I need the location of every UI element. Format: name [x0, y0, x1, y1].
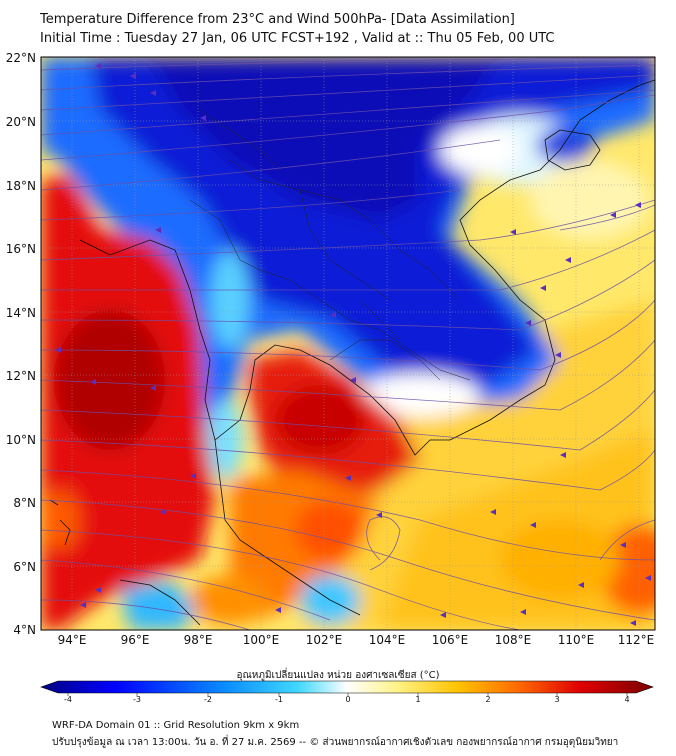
colorbar-tick: 1: [415, 695, 421, 704]
lon-label: 102°E: [305, 633, 343, 647]
map-frame: [40, 56, 656, 631]
colorbar-tick: 3: [554, 695, 560, 704]
colorbar-tick: 0: [345, 695, 351, 704]
lat-label: 20°N: [5, 115, 36, 129]
lat-label: 8°N: [13, 496, 36, 510]
lon-label: 106°E: [431, 633, 469, 647]
colorbar-tick: -4: [64, 695, 72, 704]
footer-credits: ปรับปรุงข้อมูล ณ เวลา 13:00น. วัน อ. ที่…: [52, 737, 619, 748]
colorbar-title: อุณหภูมิเปลี่ยนแปลง หน่วย องศาเซลเซียส (…: [236, 670, 440, 681]
lat-label: 16°N: [5, 242, 36, 256]
lat-lon-grid: [41, 57, 655, 630]
wind-arrows: [55, 63, 651, 626]
colorbar-tick: -2: [204, 695, 212, 704]
lat-label: 22°N: [5, 51, 36, 65]
wind-streamlines: [41, 57, 655, 630]
country-borders: [189, 109, 471, 381]
lon-label: 98°E: [183, 633, 213, 647]
colorbar: [40, 680, 654, 696]
map-subtitle: Initial Time : Tuesday 27 Jan, 06 UTC FC…: [40, 31, 555, 46]
map-title: Temperature Difference from 23°C and Win…: [40, 12, 515, 27]
temperature-field: [41, 57, 655, 630]
colorbar-tick: -3: [133, 695, 141, 704]
lon-label: 112°E: [617, 633, 655, 647]
lat-label: 6°N: [13, 560, 36, 574]
lon-label: 108°E: [494, 633, 532, 647]
lon-label: 104°E: [368, 633, 406, 647]
lon-label: 100°E: [242, 633, 280, 647]
lon-label: 110°E: [557, 633, 595, 647]
lon-label: 94°E: [57, 633, 87, 647]
lat-label: 12°N: [5, 369, 36, 383]
lat-label: 10°N: [5, 433, 36, 447]
footer-model-info: WRF-DA Domain 01 :: Grid Resolution 9km …: [52, 720, 300, 731]
coastlines: [49, 79, 655, 626]
lon-label: 96°E: [120, 633, 150, 647]
colorbar-tick: -1: [275, 695, 283, 704]
colorbar-tick: 4: [624, 695, 630, 704]
colorbar-tick: 2: [485, 695, 491, 704]
lat-label: 4°N: [13, 623, 36, 637]
lat-label: 14°N: [5, 306, 36, 320]
lat-label: 18°N: [5, 179, 36, 193]
